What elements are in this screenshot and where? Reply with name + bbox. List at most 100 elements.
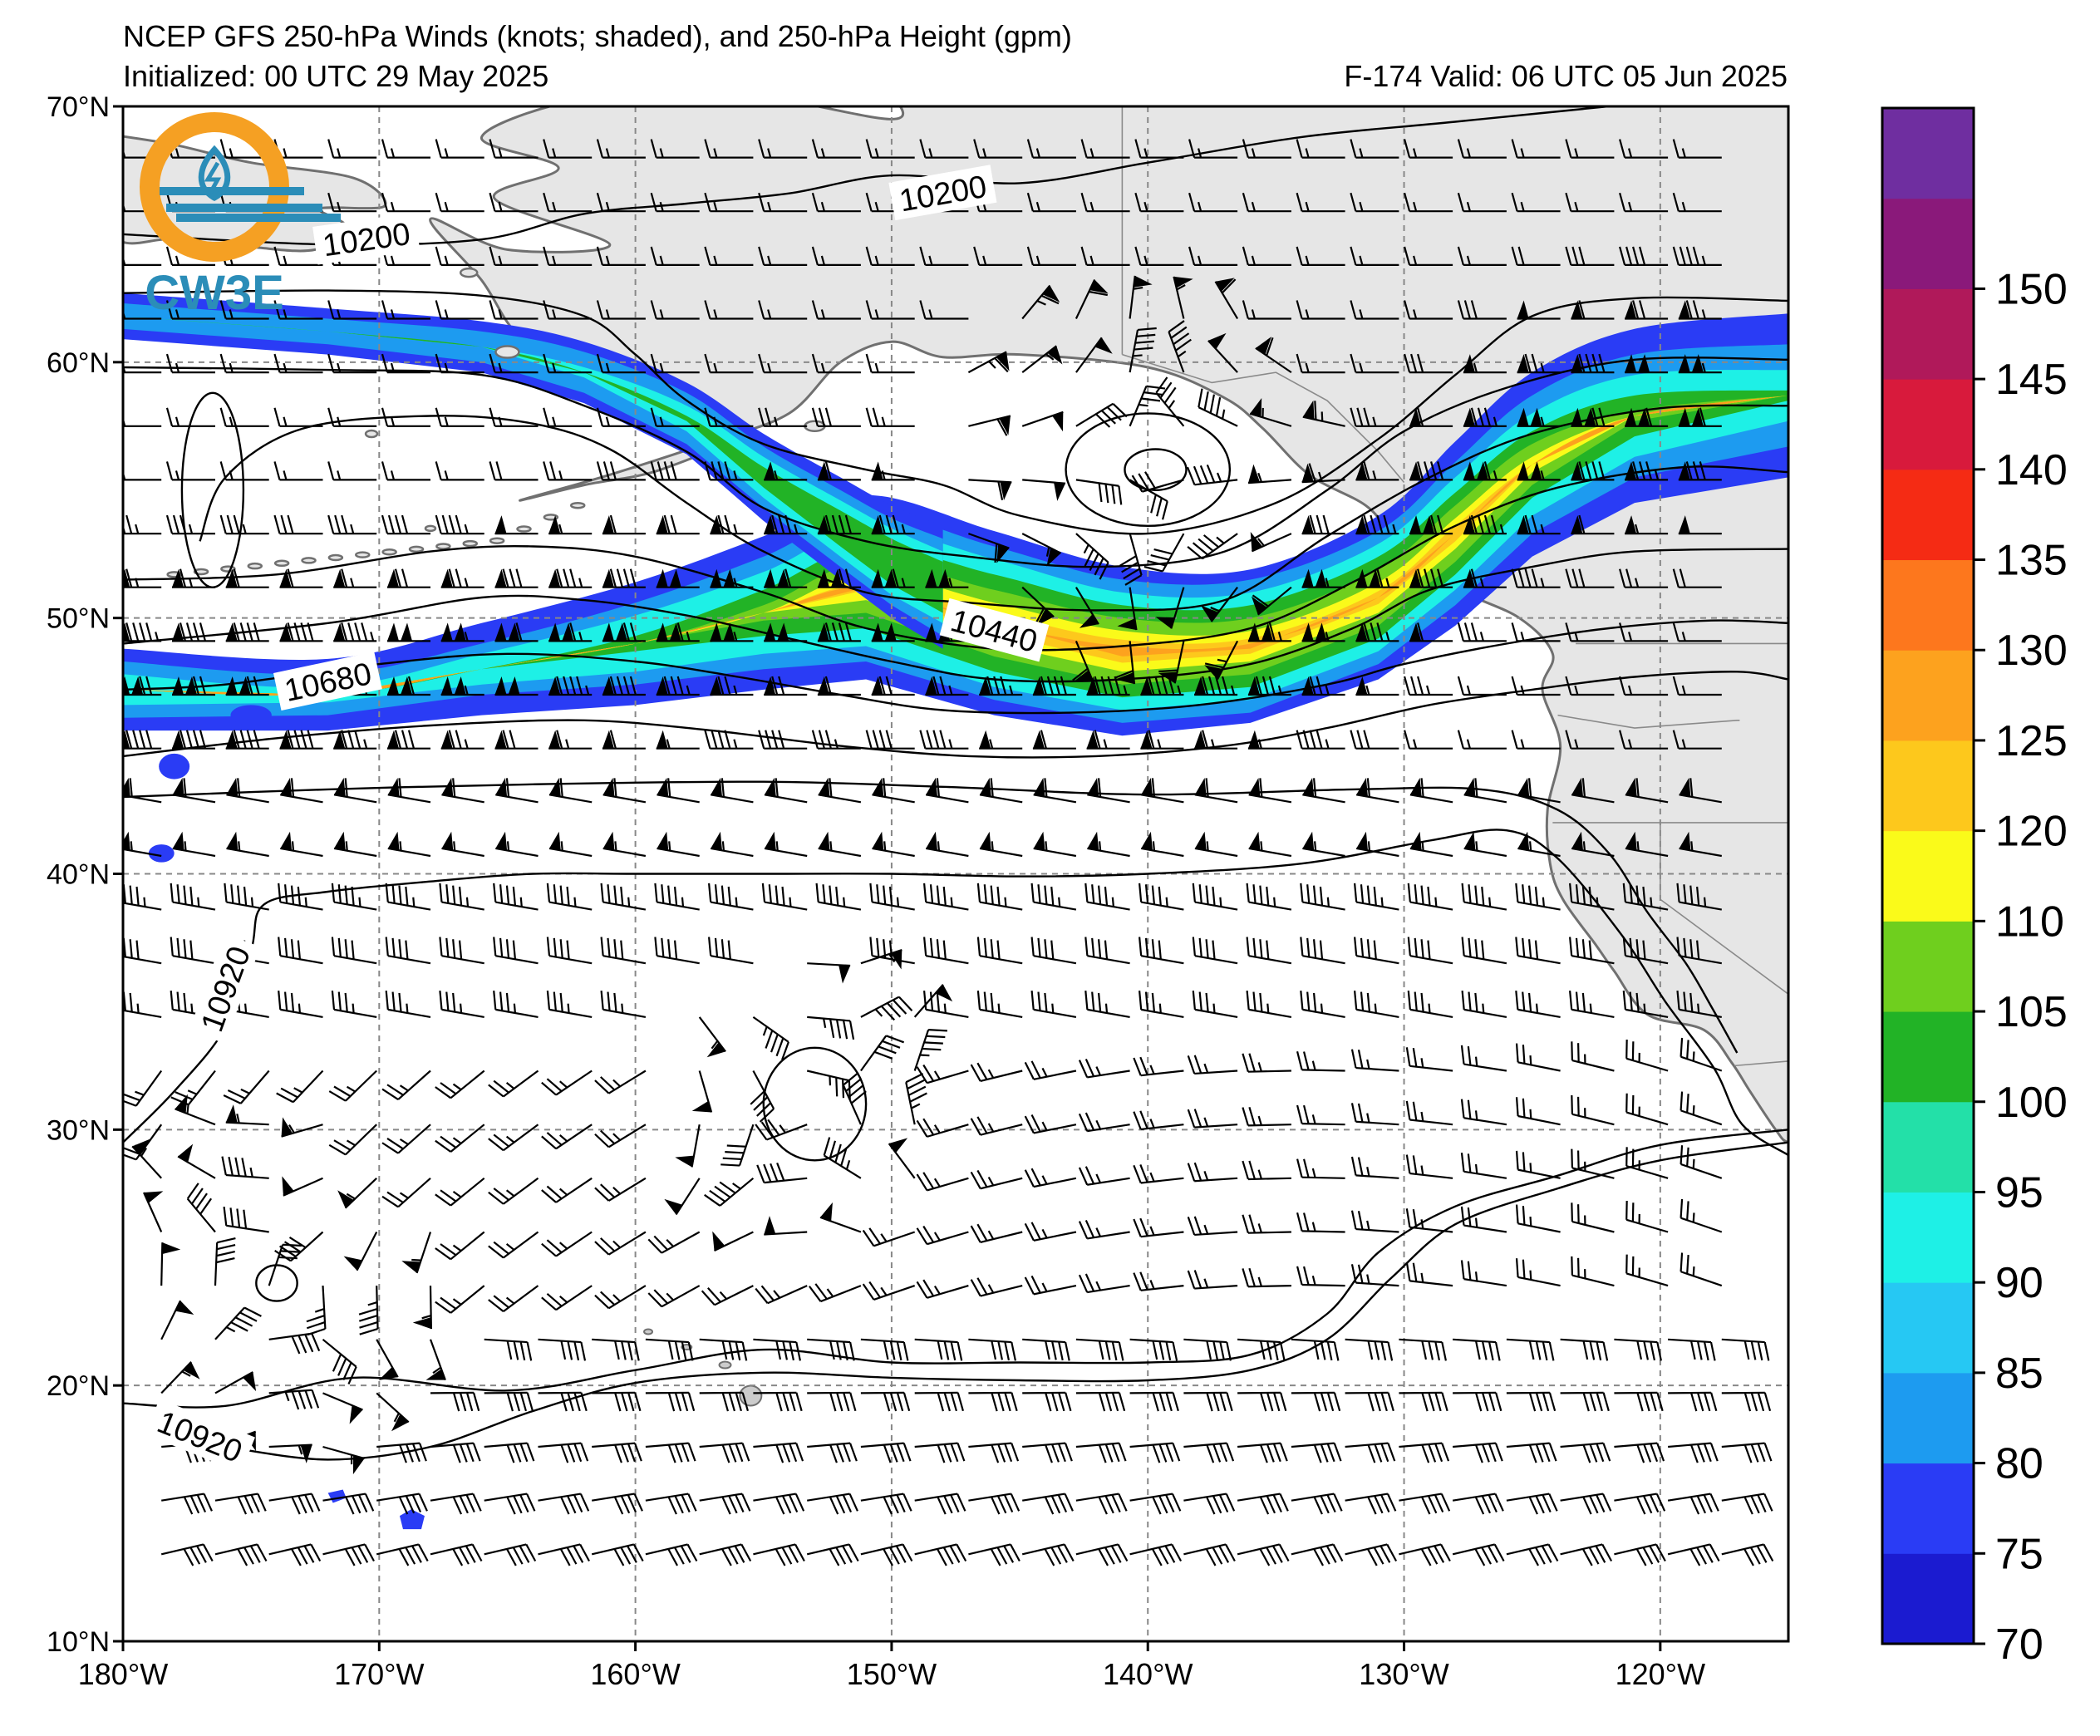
- wind-barb: [1463, 407, 1507, 427]
- wind-barb: [1407, 883, 1453, 911]
- wind-barb: [1571, 300, 1615, 320]
- wind-barb: [862, 1227, 916, 1247]
- wind-barb: [1022, 1391, 1072, 1412]
- wind-barb: [1565, 139, 1615, 159]
- colorbar-label: 90: [1995, 1259, 2043, 1307]
- wind-barb: [1571, 831, 1615, 858]
- wind-barb: [699, 1338, 748, 1361]
- wind-barb: [645, 1442, 696, 1463]
- height-contour-5: [123, 548, 1788, 683]
- wind-barb: [650, 353, 700, 374]
- wind-barb: [657, 777, 700, 804]
- wind-barb: [333, 568, 377, 588]
- aleutian-island-8: [381, 548, 397, 556]
- wind-barb: [1560, 1391, 1610, 1412]
- wind-barb: [1129, 1493, 1182, 1515]
- wind-barb: [1460, 1153, 1507, 1179]
- wind-barb: [758, 139, 808, 159]
- wind-barb: [656, 514, 700, 535]
- wind-barb: [1296, 246, 1345, 266]
- wind-barb: [1721, 1338, 1770, 1361]
- wind-barb: [1087, 831, 1130, 858]
- bering-island-3: [459, 267, 479, 278]
- wind-barb: [1084, 991, 1130, 1018]
- wind-barb: [541, 1070, 593, 1096]
- wind-barb: [343, 1231, 378, 1271]
- wind-barb: [1457, 676, 1507, 696]
- wind-barb: [592, 1442, 642, 1463]
- wind-barb: [860, 1543, 913, 1566]
- wind-barb: [968, 415, 1011, 436]
- wind-barb: [1517, 461, 1561, 481]
- wind-barb: [753, 1442, 804, 1463]
- wind-barb: [1296, 1212, 1345, 1233]
- wind-barb: [1140, 676, 1184, 696]
- wind-barb: [548, 515, 593, 535]
- wind-barb: [600, 937, 647, 965]
- wind-barb: [123, 730, 162, 750]
- wind-barb: [381, 461, 430, 481]
- wind-barb: [224, 883, 269, 911]
- wind-barb: [1453, 1338, 1501, 1361]
- wind-barb: [1021, 1543, 1075, 1566]
- wind-barb: [656, 676, 700, 696]
- wind-barb: [327, 139, 377, 159]
- wind-barb: [548, 568, 593, 588]
- wind-barb: [1404, 139, 1453, 159]
- height-contour-1: [123, 289, 1788, 535]
- wind-barb: [811, 192, 861, 213]
- wind-barb: [1515, 991, 1561, 1018]
- wind-barb: [1679, 777, 1722, 804]
- wind-barb: [1506, 1543, 1559, 1566]
- wind-barb: [1619, 730, 1669, 750]
- wind-barb: [764, 1216, 808, 1236]
- wind-barb: [1033, 777, 1077, 804]
- wind-barb: [818, 777, 862, 804]
- wind-barb: [333, 831, 377, 858]
- wind-barb: [1619, 139, 1669, 159]
- wind-barb: [333, 730, 377, 750]
- wind-barb: [916, 1279, 969, 1299]
- wind-barb: [1248, 831, 1292, 858]
- lat-label: 10°N: [47, 1626, 110, 1658]
- wind-barb: [650, 246, 700, 266]
- wind-barb: [226, 777, 269, 804]
- wind-barb: [1506, 1442, 1557, 1463]
- aleutian-island-15: [569, 501, 586, 509]
- wind-barb: [1404, 730, 1453, 750]
- wind-barb: [322, 1392, 363, 1424]
- wind-barb: [817, 514, 861, 535]
- contour-label-3: 10680: [273, 652, 382, 711]
- wind-barb: [1672, 192, 1722, 213]
- aleutian-island-4: [273, 559, 290, 568]
- wind-barb: [1075, 479, 1123, 505]
- wind-barb: [973, 139, 1023, 159]
- wind-barb: [278, 991, 323, 1018]
- wind-barb: [172, 730, 215, 750]
- wind-barb: [979, 676, 1023, 696]
- wind-barb: [387, 622, 430, 642]
- wind-barb: [1350, 407, 1399, 427]
- wind-barb: [1075, 337, 1113, 373]
- wind-barb: [1667, 1493, 1719, 1515]
- wind-barb: [495, 831, 539, 858]
- wind-barb: [1133, 1056, 1184, 1077]
- wind-barb: [1350, 1264, 1399, 1287]
- wind-barb: [543, 192, 593, 213]
- wind-barb: [750, 1070, 775, 1123]
- wind-barb: [1614, 1442, 1665, 1463]
- wind-barb: [1672, 139, 1722, 159]
- wind-barb: [976, 991, 1023, 1018]
- jet-branch-band-2: [123, 316, 943, 623]
- lat-label: 70°N: [47, 91, 110, 123]
- wind-barb: [976, 937, 1023, 965]
- jet-band-4: [123, 395, 1788, 696]
- wind-barb: [650, 407, 700, 427]
- panhandle-border: [1122, 353, 1405, 484]
- wind-barb: [1404, 246, 1453, 266]
- wind-barb: [704, 1177, 755, 1207]
- lat-label: 20°N: [47, 1370, 110, 1402]
- wind-barb: [811, 407, 861, 427]
- wind-barb: [322, 1493, 375, 1515]
